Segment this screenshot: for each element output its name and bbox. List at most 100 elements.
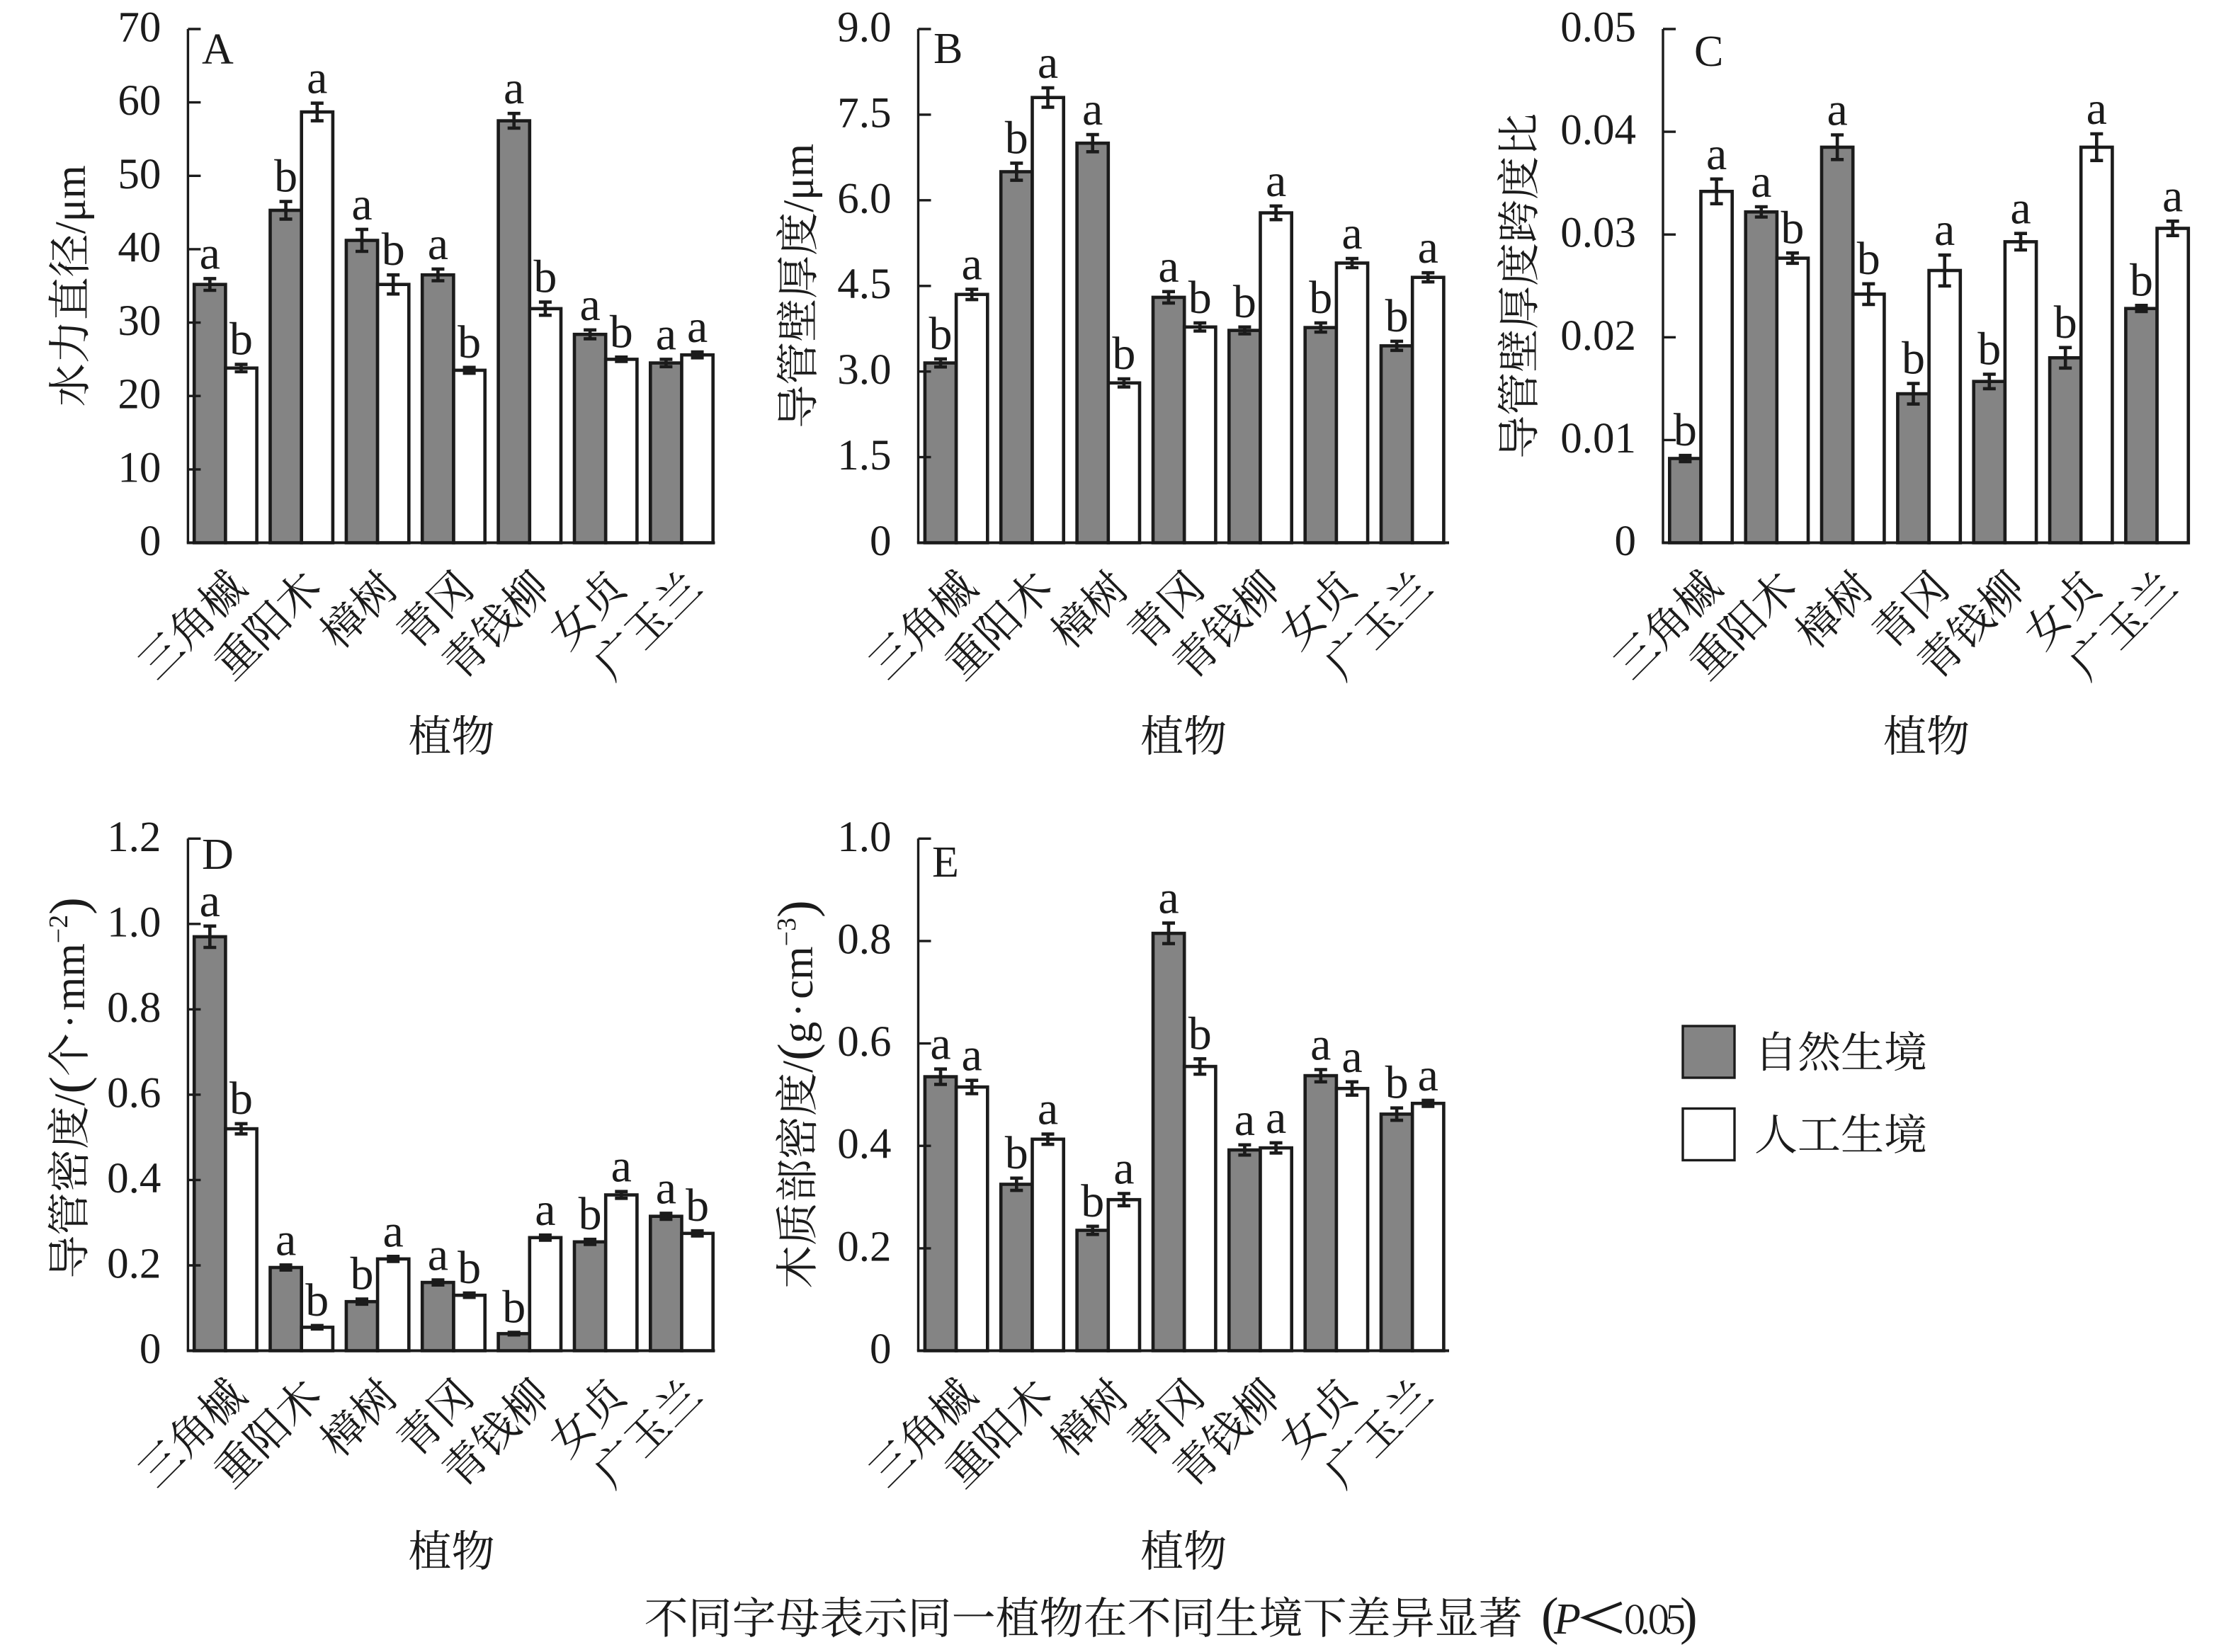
svg-text:b: b (610, 306, 633, 358)
svg-text:): ) (768, 900, 826, 918)
svg-text:b: b (1857, 233, 1880, 285)
svg-text:a: a (1310, 1019, 1331, 1071)
svg-text:m: m (47, 977, 94, 1010)
svg-text:1.0: 1.0 (107, 899, 161, 946)
svg-text:m: m (47, 943, 94, 976)
svg-text:b: b (1977, 324, 2001, 375)
svg-text:b: b (1233, 276, 1256, 328)
svg-text:10: 10 (118, 444, 161, 491)
svg-text:a: a (1751, 156, 1771, 207)
svg-text:3.0: 3.0 (837, 346, 891, 394)
svg-text:b: b (1902, 333, 1925, 384)
svg-text:a: a (1266, 155, 1286, 207)
svg-text:0.8: 0.8 (837, 916, 891, 963)
svg-text:1.2: 1.2 (107, 814, 161, 861)
svg-text:4.5: 4.5 (837, 261, 891, 308)
svg-text:a: a (2010, 183, 2031, 234)
svg-text:b: b (1385, 1057, 1409, 1109)
svg-text:/: / (47, 1094, 94, 1106)
svg-text:(: ( (768, 1043, 826, 1061)
svg-text:b: b (1781, 202, 1804, 254)
svg-text:b: b (382, 224, 405, 275)
svg-text:a: a (535, 1184, 555, 1236)
svg-text:0.6: 0.6 (107, 1069, 161, 1117)
svg-text:a: a (307, 52, 327, 104)
svg-text:a: a (428, 1229, 448, 1281)
svg-text:b: b (1081, 1175, 1104, 1227)
svg-text:a: a (656, 308, 676, 360)
svg-text:a: a (1341, 207, 1362, 259)
svg-text:a: a (2162, 170, 2183, 222)
svg-text:·: · (775, 1003, 822, 1017)
svg-text:m: m (47, 165, 95, 198)
svg-text:0: 0 (1615, 518, 1637, 565)
svg-text:b: b (579, 1188, 602, 1240)
svg-text:a: a (1827, 84, 1847, 136)
svg-text:b: b (1385, 290, 1409, 342)
svg-text:a: a (351, 178, 372, 230)
svg-text:A: A (202, 25, 234, 74)
svg-text:): ) (1680, 1588, 1698, 1646)
svg-text:b: b (1674, 404, 1697, 456)
svg-text:a: a (1418, 222, 1438, 273)
svg-text:b: b (1005, 1127, 1028, 1179)
svg-text:a: a (200, 227, 220, 279)
svg-text:a: a (1158, 872, 1179, 924)
svg-text:a: a (1158, 241, 1179, 292)
svg-text:c: c (775, 980, 822, 999)
svg-text:b: b (1112, 328, 1135, 380)
svg-text:0: 0 (870, 1326, 892, 1373)
svg-text:30: 30 (118, 297, 161, 345)
svg-text:a: a (962, 1030, 982, 1081)
svg-text:a: a (1082, 84, 1103, 135)
svg-text:b: b (686, 1180, 709, 1231)
svg-text:a: a (2087, 83, 2107, 135)
svg-text:0.4: 0.4 (107, 1155, 161, 1202)
svg-text:7.5: 7.5 (837, 89, 891, 137)
svg-text:b: b (458, 317, 481, 368)
svg-text:0.8: 0.8 (107, 984, 161, 1032)
svg-text:a: a (428, 218, 448, 270)
svg-text:0: 0 (140, 1326, 161, 1373)
svg-text:a: a (1038, 37, 1058, 89)
svg-text:0.02: 0.02 (1560, 312, 1636, 360)
svg-text:D: D (202, 831, 234, 879)
svg-text:P: P (1553, 1595, 1581, 1644)
svg-text:a: a (1038, 1083, 1058, 1135)
svg-text:(: ( (40, 1076, 98, 1094)
svg-text:m: m (775, 946, 822, 979)
svg-text:μ: μ (776, 177, 823, 200)
svg-text:b: b (229, 1073, 253, 1124)
svg-text:70: 70 (118, 4, 161, 52)
svg-text:a: a (1234, 1094, 1255, 1146)
svg-text:0.2: 0.2 (107, 1241, 161, 1288)
svg-text:0.4: 0.4 (837, 1121, 891, 1168)
svg-text:−3: −3 (772, 918, 802, 946)
svg-text:0: 0 (870, 518, 892, 565)
svg-text:b: b (351, 1248, 374, 1300)
svg-text:60: 60 (118, 77, 161, 125)
svg-text:E: E (932, 838, 959, 887)
svg-text:0.03: 0.03 (1560, 210, 1636, 257)
svg-text:b: b (533, 251, 557, 303)
svg-text:): ) (40, 897, 98, 915)
svg-text:a: a (276, 1214, 296, 1265)
svg-text:b: b (1005, 112, 1028, 164)
svg-text:(: ( (1541, 1588, 1559, 1646)
svg-text:9.0: 9.0 (837, 4, 891, 52)
svg-text:0.05: 0.05 (1560, 4, 1636, 52)
svg-text:b: b (458, 1242, 481, 1294)
svg-text:20: 20 (118, 371, 161, 418)
svg-text:b: b (229, 314, 253, 365)
svg-text:a: a (1113, 1143, 1134, 1195)
svg-text:0.04: 0.04 (1560, 107, 1636, 154)
svg-text:a: a (1934, 204, 1955, 256)
svg-text:0.2: 0.2 (837, 1223, 891, 1270)
svg-text:μ: μ (47, 199, 95, 222)
svg-text:a: a (962, 239, 982, 290)
svg-text:C: C (1694, 28, 1723, 76)
svg-text:/: / (775, 1061, 822, 1073)
svg-text:b: b (274, 151, 297, 203)
svg-text:a: a (579, 279, 600, 331)
svg-text:40: 40 (118, 224, 161, 271)
